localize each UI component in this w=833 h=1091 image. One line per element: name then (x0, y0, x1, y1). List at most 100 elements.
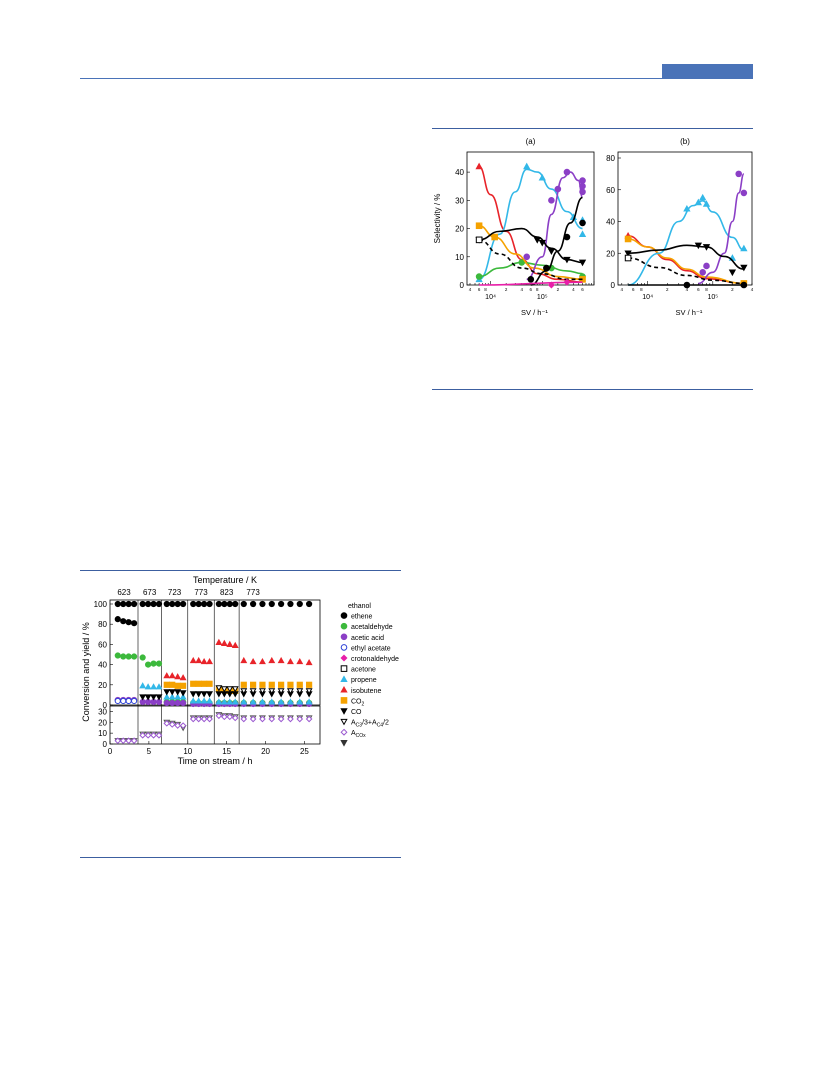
data-point (268, 600, 275, 608)
data-point (174, 600, 181, 608)
x-minor-tick-label: 2 (505, 287, 508, 292)
legend-label: ACOx (351, 730, 366, 739)
data-point (180, 699, 187, 707)
data-point (155, 694, 163, 701)
temperature-label: 823 (220, 588, 234, 597)
x-tick-label: 5 (147, 747, 152, 756)
plot-frame (617, 151, 753, 286)
data-point (278, 600, 285, 608)
data-point (114, 600, 121, 608)
data-point (306, 600, 313, 608)
data-point (523, 253, 531, 261)
data-point (547, 248, 556, 255)
data-point (200, 715, 208, 723)
legend-marker (340, 740, 348, 747)
data-point (114, 652, 121, 659)
data-point (180, 682, 187, 689)
data-point (114, 616, 121, 623)
data-point (240, 688, 248, 695)
x-minor-tick-label: 4 (572, 287, 575, 292)
temperature-label: 773 (246, 588, 260, 597)
data-point (179, 674, 187, 681)
data-point (155, 683, 163, 690)
data-point (277, 688, 285, 695)
data-point (579, 219, 586, 227)
y-tick-label: 10 (98, 729, 107, 738)
data-point (287, 681, 294, 688)
data-point (215, 691, 223, 698)
data-point (268, 688, 276, 695)
data-point (155, 600, 163, 608)
series-curve (627, 234, 744, 285)
data-point (475, 222, 483, 230)
x-minor-tick-label: 4 (621, 287, 624, 292)
legend-marker (340, 612, 348, 619)
data-point (150, 683, 158, 690)
plot-frame-upper (109, 599, 321, 706)
data-point (699, 269, 707, 276)
data-point (130, 737, 138, 745)
series-curve (628, 257, 744, 285)
data-point (190, 600, 197, 608)
data-point (179, 722, 187, 729)
data-point (268, 656, 276, 664)
data-point (703, 262, 710, 270)
legend-label: isobutene (351, 688, 381, 695)
data-point (296, 600, 303, 608)
legend-marker (340, 622, 348, 630)
y-tick-label: 40 (606, 218, 615, 227)
data-point (232, 600, 239, 608)
temperature-label: 623 (117, 588, 131, 597)
data-point (250, 600, 257, 608)
series-curve (478, 168, 583, 281)
data-point (200, 691, 208, 698)
data-point (624, 250, 632, 258)
data-point (278, 681, 285, 688)
data-point (120, 653, 127, 660)
y-tick-label: 0 (611, 281, 616, 290)
y-tick-label: 30 (98, 707, 107, 716)
data-point (150, 732, 157, 739)
data-point (174, 682, 181, 689)
data-point (179, 690, 187, 697)
data-point (240, 600, 247, 608)
data-point (305, 688, 313, 695)
data-point (190, 680, 197, 687)
data-point (268, 715, 276, 723)
x-minor-tick-label: 6 (581, 287, 584, 292)
data-point (125, 619, 132, 626)
x-minor-tick-label: 4 (686, 287, 689, 292)
data-point (174, 689, 182, 696)
data-point (174, 673, 182, 680)
data-point (150, 660, 157, 667)
x-minor-tick-label: 8 (640, 287, 643, 292)
data-point (125, 600, 132, 608)
panel-title: (a) (526, 137, 536, 146)
y-tick-label: 40 (455, 168, 464, 177)
y-tick-label: 0 (103, 740, 108, 749)
y-tick-label: 20 (455, 225, 464, 234)
data-point (119, 737, 127, 745)
data-point (538, 239, 546, 247)
plot-frame (466, 151, 595, 286)
data-point (231, 641, 239, 648)
data-point (250, 681, 257, 688)
data-point (286, 657, 294, 665)
data-point (195, 697, 203, 704)
x-tick-label: 10 (183, 747, 192, 756)
legend-label: ethene (351, 614, 373, 621)
data-point (240, 656, 248, 664)
legend-label: CO2 (351, 698, 365, 707)
data-point (139, 654, 146, 661)
legend-label: AC3/3+AC4/2 (351, 720, 389, 729)
data-point (249, 698, 257, 705)
series-curve (478, 239, 583, 281)
data-point (195, 691, 203, 698)
x-minor-tick-label: 8 (705, 287, 708, 292)
data-point (475, 162, 483, 170)
data-point (215, 698, 223, 705)
legend-label: ethanol (348, 603, 371, 610)
legend-marker (340, 675, 348, 682)
data-point (249, 715, 257, 723)
data-point (169, 699, 176, 707)
